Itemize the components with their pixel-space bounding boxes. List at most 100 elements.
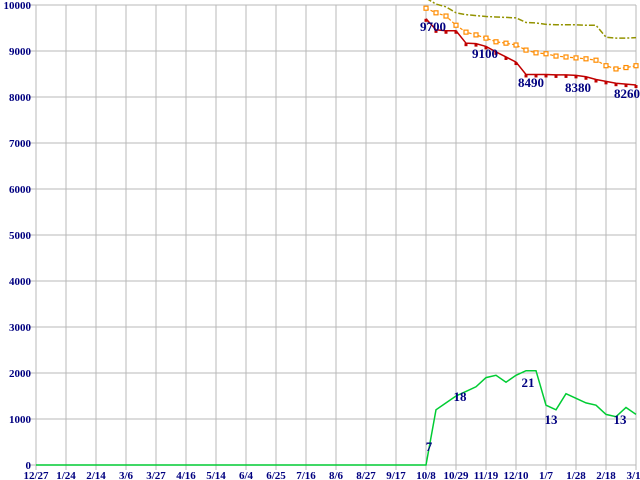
x-axis-tick-label: 2/18 [596,470,616,480]
y-axis-tick-label: 0 [26,460,32,472]
data-point-marker [594,79,598,83]
x-axis-tick-label: 2/14 [86,470,106,480]
series-line [425,18,637,86]
data-point-marker [434,29,438,33]
data-point-marker [464,43,468,47]
data-point-marker [544,74,548,78]
x-axis-tick-label: 1/24 [56,470,76,480]
y-axis-tick-label: 7000 [9,138,32,150]
y-axis-labels: 0 1000 2000 3000 4000 5000 6000 7000 8000 9000 100… [4,0,32,472]
data-point-marker [444,30,448,34]
data-point-marker [423,5,429,11]
data-point-label: 7 [426,439,433,454]
series-line [425,7,637,70]
data-point-marker [593,57,599,63]
data-point-label: 18 [454,389,468,404]
x-axis-tick-label: 9/17 [386,470,406,480]
x-axis-tick-label: 11/19 [474,470,499,480]
data-point-marker [603,63,609,69]
data-point-label: 8380 [565,80,591,95]
data-point-marker [634,85,638,89]
data-point-label: 21 [522,375,535,390]
y-axis-tick-label: 10000 [4,0,32,12]
data-point-marker [554,74,558,78]
x-axis-tick-label: 4/16 [176,470,196,480]
x-axis-tick-label: 10/29 [443,470,469,480]
series-line [36,369,637,466]
data-labels: 9700 9100 8490 8380 8260 7 18 21 13 13 [420,19,640,454]
data-point-marker [553,53,559,59]
data-point-label: 8260 [614,86,640,101]
x-axis-labels: 12/27 1/24 2/14 3/6 3/27 4/16 5/14 6/4 6/25 7/16 8… [23,470,640,480]
y-axis-tick-label: 4000 [9,276,32,288]
data-point-marker [543,51,549,57]
data-point-marker [564,74,568,78]
data-point-label: 8490 [518,75,544,90]
data-point-label: 9700 [420,19,446,34]
series-red-solid-line [424,18,638,89]
x-axis-tick-label: 5/14 [206,470,226,480]
x-axis-tick-label: 6/4 [239,470,254,480]
x-axis-tick-label: 3/11 [627,470,640,480]
data-point-marker [474,43,478,47]
x-axis-tick-label: 10/8 [416,470,436,480]
data-point-marker [613,66,619,72]
data-point-marker [483,35,489,41]
data-point-label: 13 [545,412,559,427]
data-point-marker [574,75,578,79]
data-point-marker [484,46,488,50]
data-point-marker [533,50,539,56]
data-point-marker [614,83,618,87]
series-green-solid-line [36,369,637,466]
data-point-marker [493,39,499,45]
y-axis-tick-label: 1000 [9,414,32,426]
x-axis-tick-label: 6/25 [266,470,286,480]
data-point-marker [624,84,628,88]
data-point-marker [523,47,529,53]
x-axis-tick-label: 7/16 [296,470,316,480]
y-axis-tick-label: 3000 [9,322,32,334]
x-axis-tick-label: 12/27 [23,470,49,480]
data-point-marker [633,63,639,69]
data-point-marker [504,56,508,60]
data-point-marker [473,32,479,38]
y-axis-tick-label: 6000 [9,184,32,196]
data-point-marker [514,62,518,66]
series-orange-dashed-line [423,5,639,72]
data-point-label: 13 [614,412,628,427]
data-point-marker [494,51,498,55]
data-point-marker [443,13,449,19]
x-axis-tick-label: 3/27 [146,470,166,480]
data-point-marker [604,81,608,85]
x-axis-tick-label: 1/28 [566,470,586,480]
data-point-marker [563,54,569,60]
x-axis-tick-label: 12/10 [503,470,529,480]
data-point-marker [424,18,428,22]
data-point-marker [584,76,588,80]
y-axis-tick-label: 8000 [9,92,32,104]
x-axis-tick-label: 8/27 [356,470,376,480]
data-point-marker [453,22,459,28]
data-point-marker [454,30,458,34]
x-axis-tick-label: 3/6 [119,470,134,480]
data-point-marker [623,64,629,71]
y-axis-tick-label: 2000 [9,368,32,380]
series-line [427,0,637,39]
data-point-marker [433,10,439,16]
y-axis-tick-label: 5000 [9,230,32,242]
data-point-marker [503,40,509,46]
data-point-marker [524,74,528,78]
x-axis-tick-label: 8/6 [329,470,344,480]
x-axis-tick-label: 1/7 [539,470,554,480]
data-point-marker [573,55,579,61]
data-point-marker [534,74,538,78]
data-point-label: 9100 [472,46,498,61]
series-olive-dashdot-line [427,0,637,39]
data-point-marker [463,29,469,35]
axis-ticks [30,4,637,470]
data-point-marker [513,42,519,48]
y-axis-tick-label: 9000 [9,46,32,58]
data-point-marker [583,56,589,62]
